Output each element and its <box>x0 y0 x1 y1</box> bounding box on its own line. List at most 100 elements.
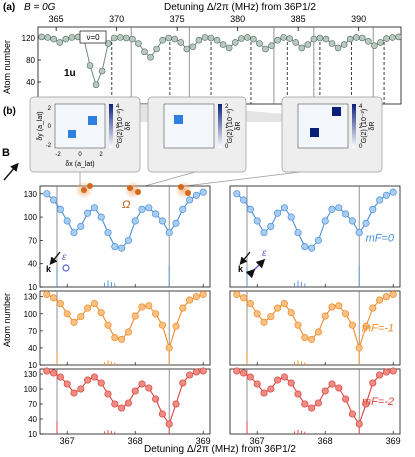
sub-r2-c0-data-point-16 <box>152 395 160 403</box>
sub-r2-c0-ytick-label-1: 40 <box>28 415 37 424</box>
sub-r0-c0-data-point-20 <box>179 205 187 213</box>
sub-r0-c0-data-point-7 <box>90 204 98 212</box>
sub-r0-c1-data-point-18 <box>355 229 363 237</box>
a-data-point-40 <box>280 34 287 41</box>
sub-r0-c0-data-point-19 <box>172 219 180 227</box>
state-label: 1u <box>64 68 76 79</box>
sub-r2-c0-ytick-label-4: 130 <box>24 370 38 379</box>
panel-a-ylabel: Atom number <box>2 40 12 94</box>
sub-r0-c1-data-point-9 <box>294 229 302 237</box>
a-data-point-30 <box>219 41 227 48</box>
sub-r1-c1-data-point-14 <box>328 303 336 311</box>
sub-r1-c1-data-point-4 <box>260 318 268 326</box>
sub-r2-c0-ytick-label-2: 70 <box>28 400 37 409</box>
sub-r2-c1-data-point-23 <box>389 367 397 375</box>
a-data-point-26 <box>195 36 203 44</box>
inset-1-dy-tick-0: 2 <box>48 106 52 112</box>
sub-r1-c0-data-point-5 <box>77 313 85 321</box>
a-data-point-41 <box>286 35 293 42</box>
sub-r2-c1-data-point-22 <box>382 368 390 376</box>
a-data-point-11 <box>104 40 112 47</box>
sub-r0-c1-data-point-23 <box>389 188 397 196</box>
inset-2-cbar-tick-2: 2 <box>225 104 229 110</box>
a-data-point-5 <box>68 34 76 41</box>
sub-r2-c0-data-point-12 <box>124 399 132 407</box>
a-data-point-27 <box>201 34 209 41</box>
inset-2-g2: G(2) (10⁻²) <box>227 109 234 143</box>
sub-r2-c0-data-point-17 <box>158 410 166 418</box>
sub-r1-c1-data-point-13 <box>321 312 329 320</box>
a-data-point-44 <box>304 41 312 48</box>
sub-r0-c0-data-point-4 <box>70 229 78 237</box>
sub-r0-c0-data-point-3 <box>63 217 71 225</box>
sub-r0-c1-data-point-0 <box>233 190 241 198</box>
sub-r2-c0-data-point-6 <box>84 376 92 384</box>
a-data-point-33 <box>237 35 245 42</box>
inset-1-dy-tick-1: 0 <box>48 124 52 130</box>
a-data-point-45 <box>310 35 318 43</box>
sub-r2-c0-data-point-18 <box>165 420 173 428</box>
inset-1-cbar-tick-2: 4 <box>116 104 120 110</box>
a-data-point-47 <box>322 35 330 43</box>
sub-r1-c1-data-point-23 <box>389 290 397 298</box>
sub-r1-c0-ytick-label-0: 10 <box>28 361 37 370</box>
panel-a-top-axis-label: Detuning Δ/2π (MHz) from 36P1/2 <box>164 2 316 13</box>
a-data-point-51 <box>346 35 354 43</box>
sub-r2-c1-data-point-2 <box>246 373 254 381</box>
inset-2-cbar-tick-1: 1 <box>225 124 229 130</box>
a-data-point-50 <box>340 41 348 48</box>
a-data-point-38 <box>268 42 275 50</box>
sub-r0-c0-data-point-17 <box>158 217 166 225</box>
sub-r2-c0-ytick-label-0: 10 <box>28 430 37 439</box>
sub-r1-c1-data-point-7 <box>280 299 288 308</box>
top-tick-label-0: 365 <box>49 14 64 24</box>
sub-r0-c1-data-point-15 <box>335 204 343 212</box>
sub-r2-c1-data-point-5 <box>267 385 275 393</box>
sub-r0-c0-ytick-label-2: 70 <box>28 236 37 245</box>
inset-3-cbar-tick-0: 0 <box>359 144 363 150</box>
sub-r1-c0-data-point-4 <box>70 318 78 326</box>
sub-r2-c1-data-point-10 <box>301 400 309 408</box>
sub-r0-c0-data-point-8 <box>97 213 105 221</box>
sub-r0-c1-data-point-20 <box>369 205 377 213</box>
sub-r0-c0-data-point-23 <box>199 188 207 196</box>
sub-r0-c1-frame <box>229 185 401 288</box>
panel-b-xlabel: Detuning Δ/2π (MHz) from 36P1/2 <box>144 444 296 455</box>
inset-2-dR: δR <box>235 122 242 131</box>
a-data-point-58 <box>389 34 396 41</box>
sub-r2-c0-data-point-14 <box>138 380 146 388</box>
sub-r1-c0-data-point-10 <box>111 334 119 342</box>
a-data-point-39 <box>274 36 281 44</box>
a-data-point-34 <box>244 34 251 41</box>
a-data-point-9 <box>92 81 100 89</box>
sub-r2-c0-data-point-7 <box>90 373 98 381</box>
a-data-point-35 <box>250 35 257 43</box>
a-ytick-label-1: 80 <box>26 56 35 65</box>
sub-r2-c1-data-point-9 <box>294 390 302 398</box>
nu-label: ν=0 <box>86 33 100 42</box>
sub-r0-c0-data-point-22 <box>192 191 200 199</box>
a-data-point-0 <box>38 33 45 41</box>
sub-r1-c1-data-point-19 <box>362 322 370 330</box>
sub-r2-c1-xtick-label-0: 367 <box>250 436 265 446</box>
a-data-point-17 <box>141 48 148 56</box>
panel-a-label: (a) <box>3 2 15 13</box>
a-data-point-10 <box>98 67 106 75</box>
a-data-point-19 <box>153 45 160 53</box>
a-data-point-37 <box>262 45 269 53</box>
sub-r0-c0-data-point-13 <box>131 217 139 225</box>
inset-3-connector <box>184 171 301 187</box>
a-data-point-25 <box>189 43 197 51</box>
sub-r1-c0-data-point-2 <box>56 299 64 308</box>
sub-r0-c0-ytick-label-1: 40 <box>28 260 37 269</box>
a-data-point-42 <box>292 39 300 46</box>
nu-box <box>79 30 107 44</box>
inset-3-cbar-tick-1: 2 <box>359 124 363 130</box>
a-data-point-13 <box>116 34 124 41</box>
sub-r1-c1-data-point-15 <box>335 302 343 310</box>
sub-r1-c0-ytick-label-4: 130 <box>24 293 38 302</box>
sub-r2-c0-data-point-21 <box>186 371 194 379</box>
polarization-left: k ε <box>46 251 70 274</box>
sub-r2-c0-xtick-label-0: 367 <box>60 436 75 446</box>
